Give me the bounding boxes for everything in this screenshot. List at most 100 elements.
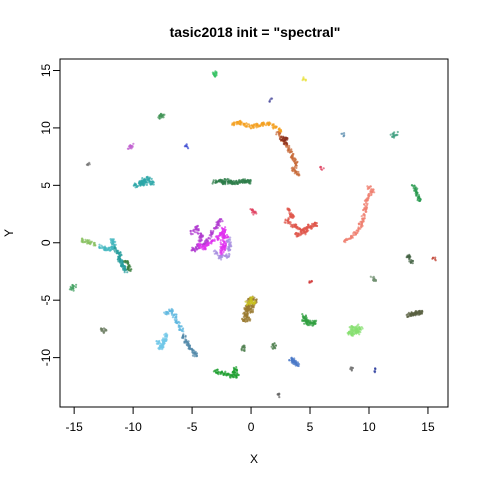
data-point (357, 226, 360, 229)
data-point (356, 231, 359, 234)
data-point (184, 335, 187, 338)
data-point (192, 247, 195, 250)
chart-title: tasic2018 init = "spectral" (170, 24, 341, 40)
cluster-30 (99, 327, 108, 335)
data-point (210, 240, 213, 243)
data-point (227, 373, 230, 376)
data-point (299, 234, 302, 237)
data-point (135, 185, 138, 188)
data-point (305, 321, 308, 324)
data-point (223, 235, 226, 238)
cluster-21 (163, 307, 185, 333)
cluster-35 (126, 142, 135, 150)
x-tick-label: 10 (362, 420, 376, 434)
data-point (250, 127, 253, 130)
data-point (187, 342, 190, 345)
data-point (289, 221, 292, 224)
data-point (359, 227, 362, 230)
data-point (222, 233, 225, 236)
x-axis: -15 -10 -5 0 5 10 15 (65, 407, 435, 434)
data-point (295, 170, 298, 173)
data-point (345, 238, 348, 241)
data-point (223, 248, 226, 251)
cluster-33 (369, 275, 377, 283)
data-point (233, 373, 237, 376)
data-point (148, 180, 151, 183)
data-point (248, 182, 251, 185)
data-point (297, 363, 301, 366)
data-point (231, 122, 234, 125)
data-point (209, 237, 212, 240)
data-point (183, 341, 186, 344)
data-point (246, 123, 249, 126)
cluster-34 (340, 132, 346, 138)
data-point (280, 136, 283, 139)
data-point (244, 300, 247, 303)
data-point (188, 345, 191, 349)
data-point (223, 178, 226, 181)
cluster-43 (240, 342, 278, 352)
data-point (246, 179, 249, 182)
x-tick-label: -5 (187, 420, 198, 434)
data-point (185, 143, 188, 146)
data-point (223, 231, 226, 234)
data-point (120, 263, 123, 266)
data-point (138, 182, 141, 185)
data-point (161, 340, 165, 343)
data-point (302, 231, 305, 234)
data-point (350, 369, 353, 372)
data-point (226, 180, 230, 183)
data-point (370, 193, 373, 196)
data-point (156, 340, 159, 343)
x-tick-label: -15 (65, 420, 83, 434)
data-point (226, 247, 229, 250)
data-point (322, 167, 325, 170)
data-point (273, 342, 276, 345)
data-point (355, 326, 358, 329)
cluster-38 (268, 97, 274, 103)
data-point (419, 312, 422, 315)
data-point (391, 132, 394, 135)
data-point (219, 251, 222, 254)
data-point (271, 123, 275, 126)
data-point (359, 328, 363, 331)
data-point (126, 268, 129, 271)
data-point (199, 234, 202, 238)
data-point (235, 366, 238, 369)
data-point (185, 342, 188, 345)
data-point (407, 315, 410, 318)
data-point (416, 187, 419, 190)
data-point (141, 183, 144, 186)
data-point (84, 238, 87, 241)
data-point (304, 233, 307, 236)
data-point (116, 258, 119, 261)
data-point (319, 166, 322, 169)
x-tick-label: -10 (124, 420, 142, 434)
data-point (364, 204, 367, 207)
data-point (295, 166, 298, 169)
cluster-15 (389, 130, 399, 139)
data-point (355, 229, 358, 232)
data-point (221, 256, 224, 259)
data-point (410, 184, 413, 187)
data-point (182, 335, 185, 338)
data-point (248, 303, 251, 306)
data-point (197, 243, 200, 246)
cluster-17 (211, 70, 218, 78)
cluster-3 (283, 207, 319, 238)
data-point (207, 237, 210, 240)
cluster-22 (180, 333, 199, 358)
data-point (254, 123, 257, 126)
data-point (228, 244, 231, 248)
data-point (219, 239, 222, 242)
data-point (369, 185, 372, 188)
data-point (279, 129, 283, 132)
data-point (301, 79, 304, 82)
data-point (409, 314, 412, 317)
data-point (251, 296, 254, 299)
data-point (219, 371, 222, 374)
data-point (290, 212, 293, 215)
data-point (264, 124, 268, 127)
data-point (351, 332, 354, 335)
